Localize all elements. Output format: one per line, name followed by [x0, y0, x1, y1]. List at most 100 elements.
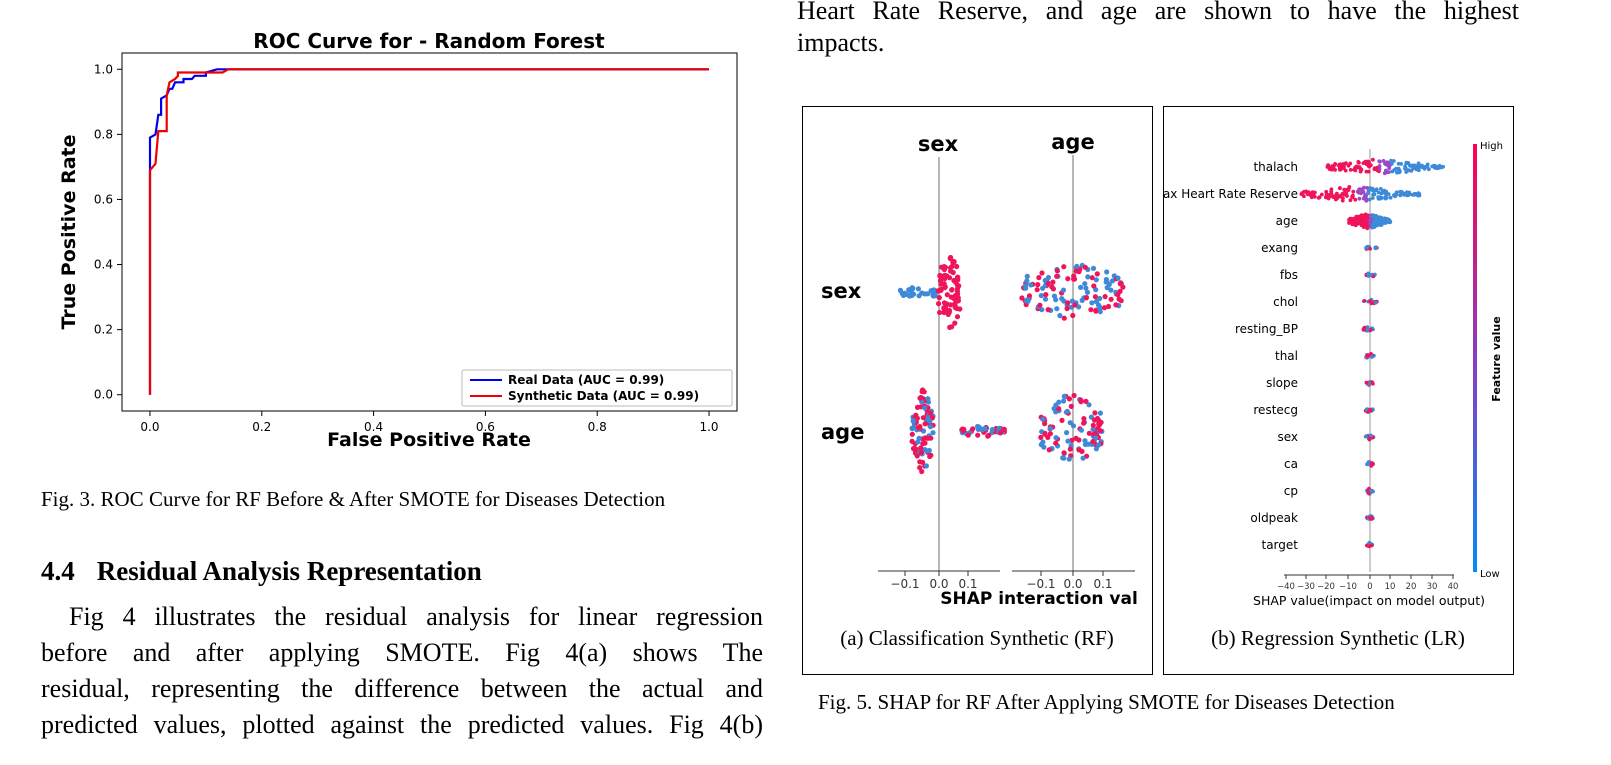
interaction-dot: [942, 284, 948, 290]
roc-x-ticks: 0.0 0.2 0.4 0.6 0.8 1.0: [140, 411, 719, 434]
summary-dot: [1413, 192, 1418, 196]
interaction-dot: [919, 468, 925, 475]
interaction-dot: [1061, 264, 1067, 270]
interaction-dot: [913, 412, 919, 418]
interaction-dot: [899, 290, 905, 296]
summary-dot: [1425, 165, 1430, 169]
interaction-dot: [1078, 427, 1084, 433]
summary-dot: [1385, 170, 1390, 175]
summary-dot: [1370, 186, 1375, 191]
interaction-dot: [1065, 438, 1071, 444]
summary-dot: [1353, 197, 1358, 202]
summary-dot: [1325, 165, 1330, 169]
summary-dot: [1333, 168, 1337, 172]
roc-ytick-label: 0.0: [94, 388, 113, 402]
interaction-dot: [1053, 297, 1059, 303]
interaction-dot: [925, 396, 931, 402]
interaction-dot: [1066, 456, 1072, 462]
summary-dot: [1366, 169, 1371, 174]
summary-dot: [1357, 196, 1362, 201]
summary-dot: [1338, 186, 1342, 191]
summary-dot: [1384, 195, 1389, 200]
interaction-dot: [917, 465, 923, 471]
interaction-dot: [1120, 284, 1126, 290]
interaction-dot: [1045, 280, 1051, 286]
interaction-dot: [1060, 287, 1067, 293]
interaction-dot: [944, 292, 950, 298]
interaction-dot: [1053, 440, 1059, 446]
summary-dot: [1324, 189, 1329, 194]
interaction-dot: [1086, 430, 1092, 436]
interaction-dot: [930, 293, 936, 299]
interaction-dot: [1081, 420, 1087, 426]
interaction-dot: [1025, 297, 1031, 303]
interaction-dot: [941, 300, 948, 306]
summary-dot: [1335, 196, 1340, 200]
summary-dot: [1407, 190, 1412, 195]
summary-dot: [1399, 189, 1404, 194]
para-line-3: residual, representing the difference be…: [41, 674, 763, 703]
interaction-dot: [926, 447, 932, 454]
interaction-dot: [1094, 415, 1101, 422]
roc-y-ticks: 0.0 0.2 0.4 0.6 0.8 1.0: [94, 62, 122, 402]
summary-dot: [1363, 212, 1368, 217]
interaction-dot: [1080, 455, 1086, 461]
interaction-dot: [937, 273, 943, 279]
summary-dot: [1308, 193, 1313, 198]
interaction-dot: [948, 254, 954, 261]
interaction-dot: [1045, 307, 1051, 313]
summary-dot: [1331, 195, 1336, 200]
summary-dot: [1405, 193, 1409, 198]
interaction-dot: [1042, 296, 1049, 302]
interaction-dot: [1026, 293, 1033, 299]
interaction-dot: [1092, 410, 1098, 416]
interaction-dot: [1076, 437, 1082, 443]
interaction-dot: [1105, 303, 1112, 310]
roc-line-synthetic: [148, 68, 709, 395]
interaction-dot: [1094, 271, 1100, 277]
interaction-dot: [1061, 455, 1067, 461]
interaction-dot: [909, 431, 915, 437]
interaction-dot: [1054, 268, 1060, 274]
roc-x-axis-label: False Positive Rate: [327, 429, 531, 451]
summary-dot: [1371, 157, 1375, 162]
summary-dot: [1381, 219, 1386, 224]
interaction-dot: [953, 279, 959, 285]
roc-xtick-label: 0.8: [588, 420, 607, 434]
summary-dot: [1370, 196, 1375, 200]
summary-dot: [1365, 326, 1370, 331]
interaction-dot: [920, 441, 926, 447]
interaction-dot: [1082, 281, 1088, 287]
interaction-dot: [914, 453, 920, 459]
roc-ytick-label: 0.8: [94, 127, 113, 141]
summary-dot: [1368, 299, 1372, 303]
roc-xtick-label: 0.0: [140, 420, 159, 434]
summary-feature-label: fbs: [1280, 268, 1298, 282]
summary-dot: [1398, 169, 1402, 174]
summary-tick-label: 40: [1448, 582, 1459, 592]
summary-dot: [1364, 380, 1369, 385]
interaction-dot: [947, 302, 954, 308]
interaction-dot: [917, 395, 923, 401]
summary-dot: [1360, 219, 1365, 224]
summary-dot: [1372, 214, 1376, 218]
summary-dot: [1370, 355, 1374, 359]
fig3-caption: Fig. 3. ROC Curve for RF Before & After …: [41, 487, 666, 511]
interaction-dot: [1028, 282, 1034, 288]
interaction-dot: [1040, 439, 1046, 445]
interaction-dot: [914, 404, 921, 410]
interaction-dot: [1047, 431, 1053, 437]
interaction-dot: [1065, 276, 1071, 282]
interaction-dot: [1068, 403, 1074, 409]
summary-dot: [1387, 220, 1392, 224]
summary-dot: [1364, 162, 1369, 166]
interaction-dot: [1115, 292, 1121, 298]
summary-dot: [1366, 462, 1370, 467]
summary-tick-label: −30: [1297, 582, 1315, 592]
summary-dot: [1366, 191, 1370, 195]
interaction-dot: [1054, 273, 1060, 279]
interaction-dot: [947, 324, 953, 330]
summary-dot: [1368, 221, 1372, 226]
interaction-dot: [1024, 278, 1030, 284]
interaction-dots: [897, 254, 1126, 475]
